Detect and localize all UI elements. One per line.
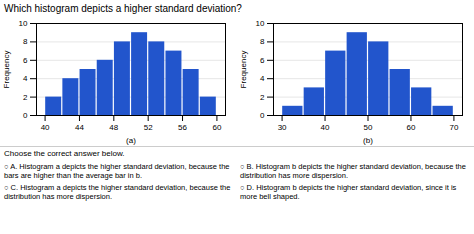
- svg-text:6: 6: [260, 56, 265, 65]
- svg-text:70: 70: [449, 123, 458, 132]
- svg-text:4: 4: [23, 74, 28, 83]
- svg-text:(a): (a): [126, 136, 136, 145]
- svg-text:Frequency: Frequency: [239, 51, 248, 89]
- svg-text:56: 56: [178, 123, 187, 132]
- svg-text:10: 10: [256, 19, 265, 28]
- svg-text:0: 0: [260, 111, 265, 120]
- svg-text:2: 2: [260, 93, 265, 102]
- svg-text:50: 50: [364, 123, 373, 132]
- svg-text:44: 44: [75, 123, 84, 132]
- svg-text:6: 6: [23, 56, 28, 65]
- svg-text:4: 4: [260, 74, 265, 83]
- svg-text:40: 40: [321, 123, 330, 132]
- svg-text:8: 8: [23, 37, 28, 46]
- html-text:Choose the correct answer belo: Choose the correct answer below.: [4, 149, 125, 158]
- svg-text:10: 10: [19, 19, 28, 28]
- html-text:○ A. Histogram a depicts the h: ○ A. Histogram a depicts the higher stan…: [4, 162, 230, 180]
- html-text:○ B. Histogram b depicts the h: ○ B. Histogram b depicts the higher stan…: [240, 162, 466, 180]
- svg-text:8: 8: [260, 37, 265, 46]
- svg-text:60: 60: [212, 123, 221, 132]
- svg-text:Frequency: Frequency: [2, 51, 11, 89]
- svg-text:0: 0: [23, 111, 28, 120]
- svg-text:52: 52: [144, 123, 153, 132]
- svg-text:48: 48: [109, 123, 118, 132]
- svg-text:(b): (b): [363, 136, 373, 145]
- svg-text:40: 40: [41, 123, 50, 132]
- html-text:○ D. Histogram b depicts the h: ○ D. Histogram b depicts the higher stan…: [240, 183, 457, 201]
- html-text:○ C. Histogram a depicts the h: ○ C. Histogram a depicts the higher stan…: [4, 183, 231, 201]
- html-text:Which histogram depicts a high: Which histogram depicts a higher standar…: [4, 3, 242, 14]
- svg-text:2: 2: [23, 93, 28, 102]
- svg-text:30: 30: [278, 123, 287, 132]
- svg-text:60: 60: [407, 123, 416, 132]
